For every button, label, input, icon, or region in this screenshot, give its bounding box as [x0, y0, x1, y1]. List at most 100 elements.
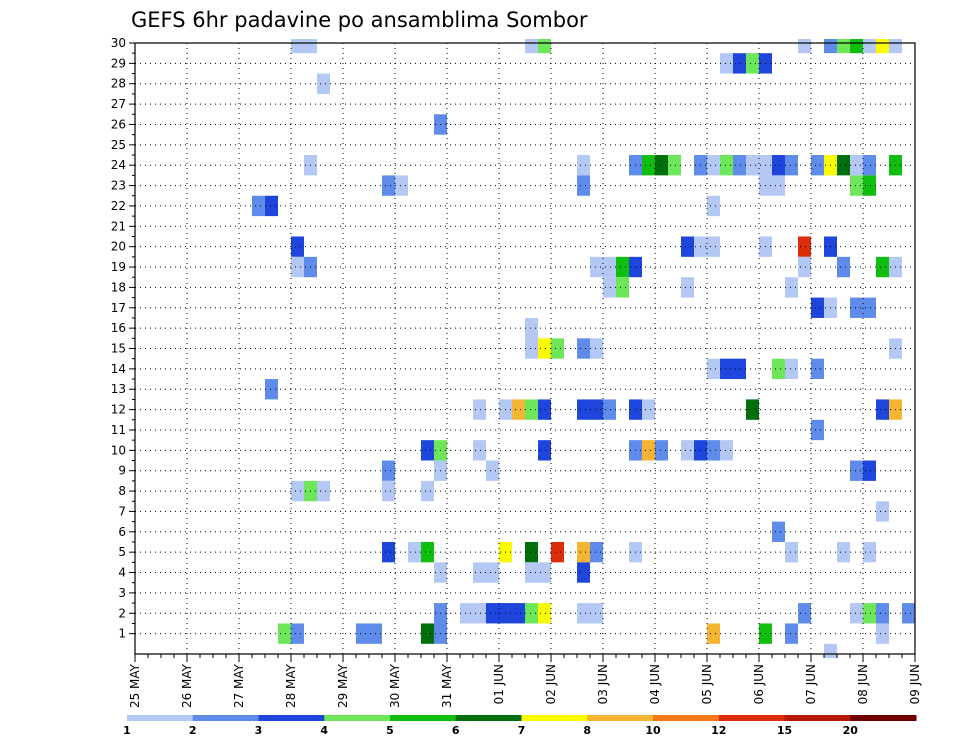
y-tick-label: 30: [111, 36, 126, 50]
data-cell: [707, 623, 720, 644]
y-tick-label: 12: [111, 403, 126, 417]
data-cell: [525, 562, 538, 583]
data-cell: [798, 603, 811, 624]
y-tick-label: 9: [118, 464, 126, 478]
x-tick-label: 03 JUN: [596, 664, 610, 704]
data-cell: [525, 338, 538, 359]
heatmap-cells: [252, 39, 915, 658]
y-tick-label: 2: [118, 606, 126, 620]
data-cell: [785, 541, 798, 563]
data-cell: [707, 155, 720, 176]
data-cell: [850, 39, 863, 54]
data-cell: [291, 480, 304, 502]
data-cell: [798, 39, 811, 54]
data-cell: [863, 175, 876, 196]
data-cell: [382, 175, 395, 196]
data-cell: [525, 541, 538, 563]
data-cell: [395, 175, 408, 196]
data-cell: [850, 175, 863, 196]
data-cell: [304, 39, 317, 54]
data-cell: [538, 399, 551, 420]
x-tick-label: 25 MAY: [128, 663, 142, 708]
y-tick-label: 27: [111, 97, 126, 111]
data-cell: [291, 39, 304, 54]
colorbar-label: 8: [583, 724, 591, 737]
data-cell: [486, 562, 499, 583]
data-cell: [876, 399, 889, 420]
data-cell: [421, 480, 434, 502]
y-tick-label: 11: [111, 423, 126, 437]
y-tick-label: 13: [111, 382, 126, 396]
colorbar-swatch: [390, 715, 457, 721]
data-cell: [486, 603, 499, 624]
y-axis-ticks: 1234567891011121314151617181920212223242…: [111, 36, 135, 641]
x-tick-label: 29 MAY: [336, 663, 350, 708]
data-cell: [291, 623, 304, 644]
colorbar-label: 1: [123, 724, 131, 737]
data-cell: [824, 643, 837, 658]
data-cell: [772, 175, 785, 196]
data-cell: [746, 53, 759, 74]
data-cell: [720, 53, 733, 74]
data-cell: [421, 623, 434, 644]
colorbar-label: 10: [645, 724, 661, 737]
x-tick-label: 28 MAY: [284, 663, 298, 708]
data-cell: [590, 541, 603, 563]
data-cell: [356, 623, 369, 644]
data-cell: [317, 73, 330, 94]
y-tick-label: 21: [111, 219, 126, 233]
data-cell: [746, 399, 759, 420]
data-cell: [837, 541, 850, 563]
data-cell: [278, 623, 291, 644]
data-cell: [551, 541, 564, 563]
data-cell: [590, 399, 603, 420]
data-cell: [707, 358, 720, 380]
data-cell: [577, 541, 590, 563]
x-tick-label: 27 MAY: [232, 663, 246, 708]
colorbar-swatch: [324, 715, 391, 721]
data-cell: [616, 277, 629, 298]
data-cell: [681, 236, 694, 257]
x-tick-label: 09 JUN: [908, 664, 922, 704]
data-cell: [382, 460, 395, 481]
data-cell: [460, 603, 473, 624]
data-cell: [798, 236, 811, 257]
y-tick-label: 18: [111, 280, 126, 294]
colorbar-swatch: [653, 715, 720, 721]
data-cell: [265, 379, 278, 400]
data-cell: [473, 399, 486, 420]
data-cell: [876, 39, 889, 54]
data-cell: [746, 155, 759, 176]
x-tick-label: 07 JUN: [804, 664, 818, 704]
y-tick-label: 26: [111, 117, 126, 131]
colorbar-swatch: [587, 715, 654, 721]
data-cell: [317, 480, 330, 502]
data-cell: [525, 603, 538, 624]
data-cell: [577, 155, 590, 176]
data-cell: [889, 39, 902, 54]
y-tick-label: 28: [111, 77, 126, 91]
colorbar: 1 2 3 4 5 6 7 8 10 12 15 20: [123, 715, 917, 737]
y-tick-label: 15: [111, 342, 126, 356]
data-cell: [785, 358, 798, 380]
data-cell: [382, 480, 395, 502]
colorbar-swatch: [455, 715, 522, 721]
y-tick-label: 16: [111, 321, 126, 335]
data-cell: [837, 39, 850, 54]
x-tick-label: 08 JUN: [856, 664, 870, 704]
colorbar-label: 3: [255, 724, 263, 737]
data-cell: [707, 195, 720, 217]
data-cell: [837, 155, 850, 176]
data-cell: [876, 256, 889, 278]
colorbar-label: 20: [843, 724, 859, 737]
data-cell: [811, 297, 824, 318]
colorbar-label: 7: [518, 724, 526, 737]
data-cell: [291, 256, 304, 278]
x-tick-label: 04 JUN: [648, 664, 662, 704]
x-tick-label: 30 MAY: [388, 663, 402, 708]
data-cell: [720, 358, 733, 380]
data-cell: [590, 603, 603, 624]
data-cell: [733, 53, 746, 74]
data-cell: [538, 39, 551, 54]
